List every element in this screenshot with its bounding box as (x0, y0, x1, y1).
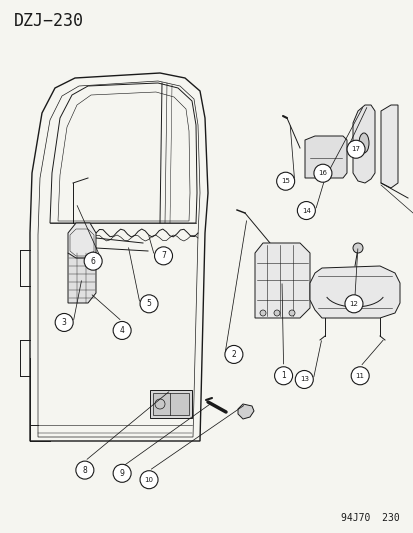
Polygon shape (380, 105, 397, 188)
Circle shape (140, 471, 158, 489)
Circle shape (113, 464, 131, 482)
Text: 6: 6 (90, 257, 95, 265)
Text: 9: 9 (119, 469, 124, 478)
Polygon shape (309, 266, 399, 318)
Text: DZJ−230: DZJ−230 (14, 12, 84, 30)
Polygon shape (352, 105, 374, 183)
Circle shape (224, 345, 242, 364)
Text: 2: 2 (231, 350, 236, 359)
Polygon shape (237, 404, 254, 419)
Text: 8: 8 (82, 466, 87, 474)
Text: 5: 5 (146, 300, 151, 308)
Ellipse shape (358, 133, 368, 153)
Circle shape (288, 310, 294, 316)
Text: 17: 17 (351, 146, 360, 152)
Text: 13: 13 (299, 376, 308, 383)
Text: 11: 11 (355, 373, 364, 379)
Circle shape (113, 321, 131, 340)
Text: 94J70  230: 94J70 230 (340, 513, 399, 523)
Circle shape (259, 310, 266, 316)
Circle shape (346, 140, 364, 158)
Text: 3: 3 (62, 318, 66, 327)
Circle shape (274, 367, 292, 385)
Text: 7: 7 (161, 252, 166, 260)
Circle shape (84, 252, 102, 270)
Polygon shape (254, 243, 309, 318)
Text: 14: 14 (301, 207, 310, 214)
Bar (150, 390, 192, 418)
Circle shape (140, 295, 158, 313)
Text: 10: 10 (144, 477, 153, 483)
Circle shape (344, 295, 362, 313)
Polygon shape (68, 223, 96, 258)
Circle shape (154, 247, 172, 265)
Polygon shape (68, 253, 96, 303)
Circle shape (276, 172, 294, 190)
Circle shape (273, 310, 279, 316)
Text: 16: 16 (318, 170, 327, 176)
Circle shape (352, 243, 362, 253)
Text: 1: 1 (280, 372, 285, 380)
Circle shape (294, 370, 313, 389)
Circle shape (55, 313, 73, 332)
Circle shape (297, 201, 315, 220)
Polygon shape (304, 136, 346, 178)
Text: 15: 15 (280, 178, 290, 184)
Text: 12: 12 (349, 301, 358, 307)
Circle shape (313, 164, 331, 182)
Text: 4: 4 (119, 326, 124, 335)
Bar (153, 393, 189, 415)
Circle shape (350, 367, 368, 385)
Circle shape (76, 461, 94, 479)
